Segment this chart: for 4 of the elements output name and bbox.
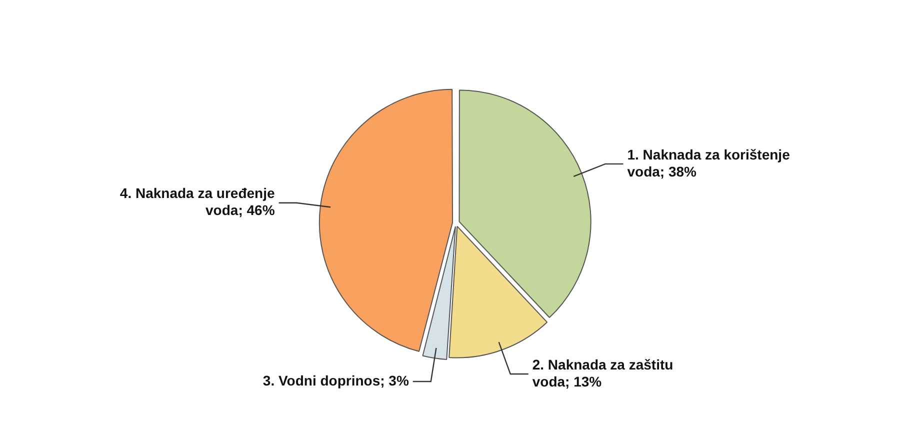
slice-label: 4. Naknada za uređenje voda; 46% — [120, 185, 276, 218]
slice-label: 1. Naknada za korištenje voda; 38% — [627, 146, 790, 180]
slice-label: 2. Naknada za zaštitu voda; 13% — [532, 356, 674, 390]
slice-label: 3. Vodni doprinos; 3% — [262, 372, 410, 388]
